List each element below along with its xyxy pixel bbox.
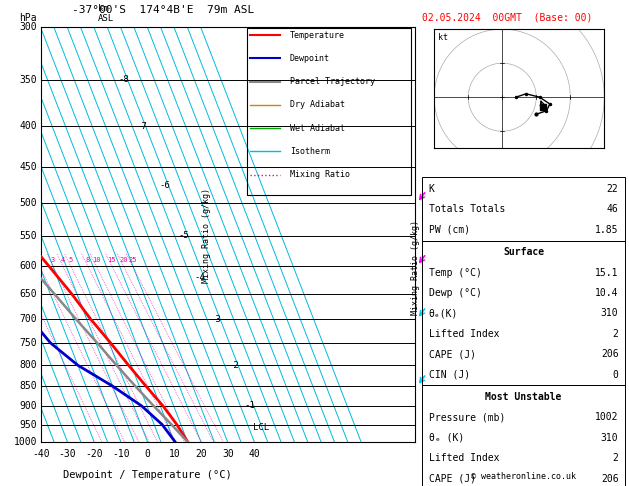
Text: 1002: 1002: [595, 413, 618, 422]
Text: 22: 22: [607, 184, 618, 194]
Text: -20: -20: [86, 449, 103, 459]
Text: 850: 850: [19, 381, 37, 391]
Text: Surface: Surface: [503, 247, 544, 257]
Text: CIN (J): CIN (J): [429, 370, 470, 380]
Text: 1.85: 1.85: [595, 225, 618, 235]
Text: -2: -2: [229, 361, 240, 370]
Text: -7: -7: [136, 122, 147, 131]
Text: © weatheronline.co.uk: © weatheronline.co.uk: [471, 472, 576, 481]
Text: θₑ(K): θₑ(K): [429, 309, 458, 318]
Text: 310: 310: [601, 309, 618, 318]
Bar: [423, 177, 625, 241]
Text: Lifted Index: Lifted Index: [429, 329, 499, 339]
Text: 800: 800: [19, 360, 37, 370]
Text: K: K: [429, 184, 435, 194]
Text: 550: 550: [19, 231, 37, 241]
Text: CAPE (J): CAPE (J): [429, 349, 476, 359]
Text: 450: 450: [19, 162, 37, 172]
Text: 900: 900: [19, 401, 37, 411]
Text: 20: 20: [195, 449, 207, 459]
Bar: [423, 385, 625, 486]
Text: -37°00'S  174°4B'E  79m ASL: -37°00'S 174°4B'E 79m ASL: [72, 4, 255, 15]
Text: -4: -4: [194, 273, 206, 282]
Text: 8: 8: [86, 257, 90, 262]
Text: Pressure (mb): Pressure (mb): [429, 413, 505, 422]
Text: 300: 300: [19, 22, 37, 32]
Text: 206: 206: [601, 349, 618, 359]
Text: 10: 10: [92, 257, 101, 262]
Text: kt: kt: [438, 33, 448, 42]
Text: 600: 600: [19, 261, 37, 271]
Text: 700: 700: [19, 314, 37, 324]
Text: 500: 500: [19, 198, 37, 208]
Text: 950: 950: [19, 419, 37, 430]
Text: 46: 46: [607, 205, 618, 214]
Text: Dewpoint / Temperature (°C): Dewpoint / Temperature (°C): [64, 470, 232, 480]
Text: 350: 350: [19, 75, 37, 85]
Text: -8: -8: [118, 75, 129, 85]
Text: 3: 3: [51, 257, 55, 262]
Text: Most Unstable: Most Unstable: [486, 392, 562, 402]
Text: Mixing Ratio (g/kg): Mixing Ratio (g/kg): [411, 220, 420, 315]
Text: 5: 5: [69, 257, 73, 262]
Text: 2: 2: [613, 329, 618, 339]
Text: 750: 750: [19, 338, 37, 348]
Text: LCL: LCL: [253, 423, 269, 432]
Text: Dewp (°C): Dewp (°C): [429, 288, 482, 298]
Text: -10: -10: [112, 449, 130, 459]
Text: Temperature: Temperature: [290, 31, 345, 39]
Text: -5: -5: [179, 231, 189, 241]
Text: Temp (°C): Temp (°C): [429, 268, 482, 278]
Text: 400: 400: [19, 121, 37, 131]
Text: 10.4: 10.4: [595, 288, 618, 298]
Text: Parcel Trajectory: Parcel Trajectory: [290, 77, 375, 86]
Text: 25: 25: [128, 257, 136, 262]
Text: θₑ (K): θₑ (K): [429, 433, 464, 443]
Text: 0: 0: [145, 449, 150, 459]
Text: 30: 30: [222, 449, 233, 459]
Text: -3: -3: [211, 314, 221, 324]
Text: Totals Totals: Totals Totals: [429, 205, 505, 214]
Text: CAPE (J): CAPE (J): [429, 474, 476, 484]
Text: Mixing Ratio (g/kg): Mixing Ratio (g/kg): [202, 189, 211, 283]
Text: km
ASL: km ASL: [97, 4, 114, 23]
Text: -30: -30: [58, 449, 76, 459]
Text: 15.1: 15.1: [595, 268, 618, 278]
Bar: [423, 241, 625, 385]
Text: 1000: 1000: [13, 437, 37, 447]
Text: 20: 20: [119, 257, 128, 262]
Text: 0: 0: [613, 370, 618, 380]
Text: Dry Adiabat: Dry Adiabat: [290, 100, 345, 109]
Text: 650: 650: [19, 289, 37, 298]
Text: Isotherm: Isotherm: [290, 147, 330, 156]
Text: 4: 4: [60, 257, 65, 262]
Text: -1: -1: [245, 401, 255, 410]
Text: Lifted Index: Lifted Index: [429, 453, 499, 463]
Text: 10: 10: [169, 449, 181, 459]
Text: Wet Adiabat: Wet Adiabat: [290, 123, 345, 133]
Text: -40: -40: [32, 449, 50, 459]
Text: Mixing Ratio: Mixing Ratio: [290, 170, 350, 179]
Text: 15: 15: [108, 257, 116, 262]
Text: 206: 206: [601, 474, 618, 484]
Text: Dewpoint: Dewpoint: [290, 54, 330, 63]
Text: 02.05.2024  00GMT  (Base: 00): 02.05.2024 00GMT (Base: 00): [423, 12, 593, 22]
Text: -6: -6: [159, 181, 170, 190]
Text: PW (cm): PW (cm): [429, 225, 470, 235]
Text: hPa: hPa: [19, 13, 37, 23]
Text: 2: 2: [613, 453, 618, 463]
Text: 310: 310: [601, 433, 618, 443]
Text: 40: 40: [248, 449, 260, 459]
